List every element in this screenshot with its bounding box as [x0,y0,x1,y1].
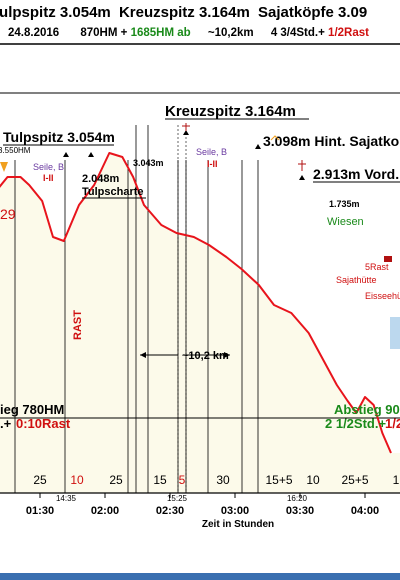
difficulty-grade: I-II [43,173,54,183]
peak-altitude-sub: 3.550HM [0,146,31,155]
hut-label: Eisseehü [365,291,400,301]
segment-duration: 15 [153,473,167,487]
x-axis-tick-label: 02:00 [91,505,119,517]
summit-marker [88,152,94,157]
summit-marker [183,130,189,135]
waypoint-altitude: 2.048m [82,173,120,185]
descent-rest: 1/2 [385,416,400,431]
tour-date: 24.8.2016 [8,27,60,39]
clock-time: 16:20 [287,494,308,503]
rope-note: Seile, B [196,147,227,157]
title-line: Tulpspitz 3.054m Kreuzspitz 3.164m Sajat… [0,4,367,21]
x-axis-tick-label: 02:30 [156,505,184,517]
duration-total: 4 3/4Std. [270,27,319,39]
ascent-time: .+ [0,416,12,431]
title-peak-3: Sajatköpfe 3.09 [258,4,368,21]
summit-marker [299,175,305,180]
clock-time: 14:35 [56,494,77,503]
ascent-total: 870HM [80,27,118,39]
hut-label: Sajathütte [336,275,377,285]
distance-total: ~10,2km [207,27,254,39]
difficulty-grade: I-II [207,159,218,169]
left-value: 29 [0,206,16,222]
segment-duration: 10 [70,473,84,487]
waypoint-name: Tulpscharte [82,186,144,198]
x-axis-tick-label: 04:00 [351,505,379,517]
profile-line [0,152,392,454]
ascent-label: ieg 780HM [0,402,64,417]
right-edge-band [390,317,400,349]
x-axis-tick-label: 03:00 [221,505,249,517]
distance-label: ~10,2 km [182,350,229,362]
x-axis-title: Zeit in Stunden [202,519,274,530]
waypoint-altitude: 3.043m [133,158,164,168]
segment-duration: 10 [306,473,320,487]
peak-label-kreuzspitz: Kreuzspitz 3.164m [165,103,296,120]
ascent-rest: 0:10Rast [16,416,71,431]
title-peak-2: Kreuzspitz 3.164m [118,4,250,21]
bottom-frame [0,573,400,580]
summit-marker [255,144,261,149]
segment-duration: 5 [179,473,186,487]
descent-total: 1685HM ab [130,27,191,39]
segment-duration: 25+5 [341,473,368,487]
plus-sign: + [120,27,128,39]
title-peak-1: Tulpspitz 3.054m [0,4,111,21]
peak-label-vord-sajatkopf: 2.913m Vord. [313,166,399,182]
segment-duration: 30 [216,473,230,487]
segment-duration: 15+5 [265,473,292,487]
waypoint-altitude: 1.735m [329,199,360,209]
x-axis-tick-label: 01:30 [26,505,54,517]
descent-label: Abstieg 90 [334,402,400,417]
profile-fill [0,153,400,493]
descent-time: 2 1/2Std.+ [325,416,386,431]
rest-vertical-label: RAST [72,310,84,340]
left-warning-marker [0,162,8,172]
hut-marker [384,256,392,262]
peak-label-hint-sajatkopf: 3.098m Hint. Sajatko [263,133,399,149]
peak-label-tulpspitz: Tulpspitz 3.054m [3,129,115,145]
cross-marker [270,135,280,141]
distance-arrowhead [224,352,230,358]
rest-plus: + [318,27,325,39]
rope-note: Seile, B [33,162,64,172]
rest-label: 5Rast [365,262,389,272]
waypoint-name: Wiesen [327,216,364,228]
clock-time: 15:25 [167,494,188,503]
segment-duration: 1 [393,473,400,487]
segment-duration: 25 [33,473,47,487]
segment-duration: 25 [109,473,123,487]
distance-arrowhead [140,352,146,358]
rest-total: 1/2Rast [328,27,369,39]
summit-marker [63,152,69,157]
subtitle-line: 24.8.2016 870HM + 1685HM ab ~10,2km 4 3/… [8,27,369,39]
x-axis-tick-label: 03:30 [286,505,314,517]
